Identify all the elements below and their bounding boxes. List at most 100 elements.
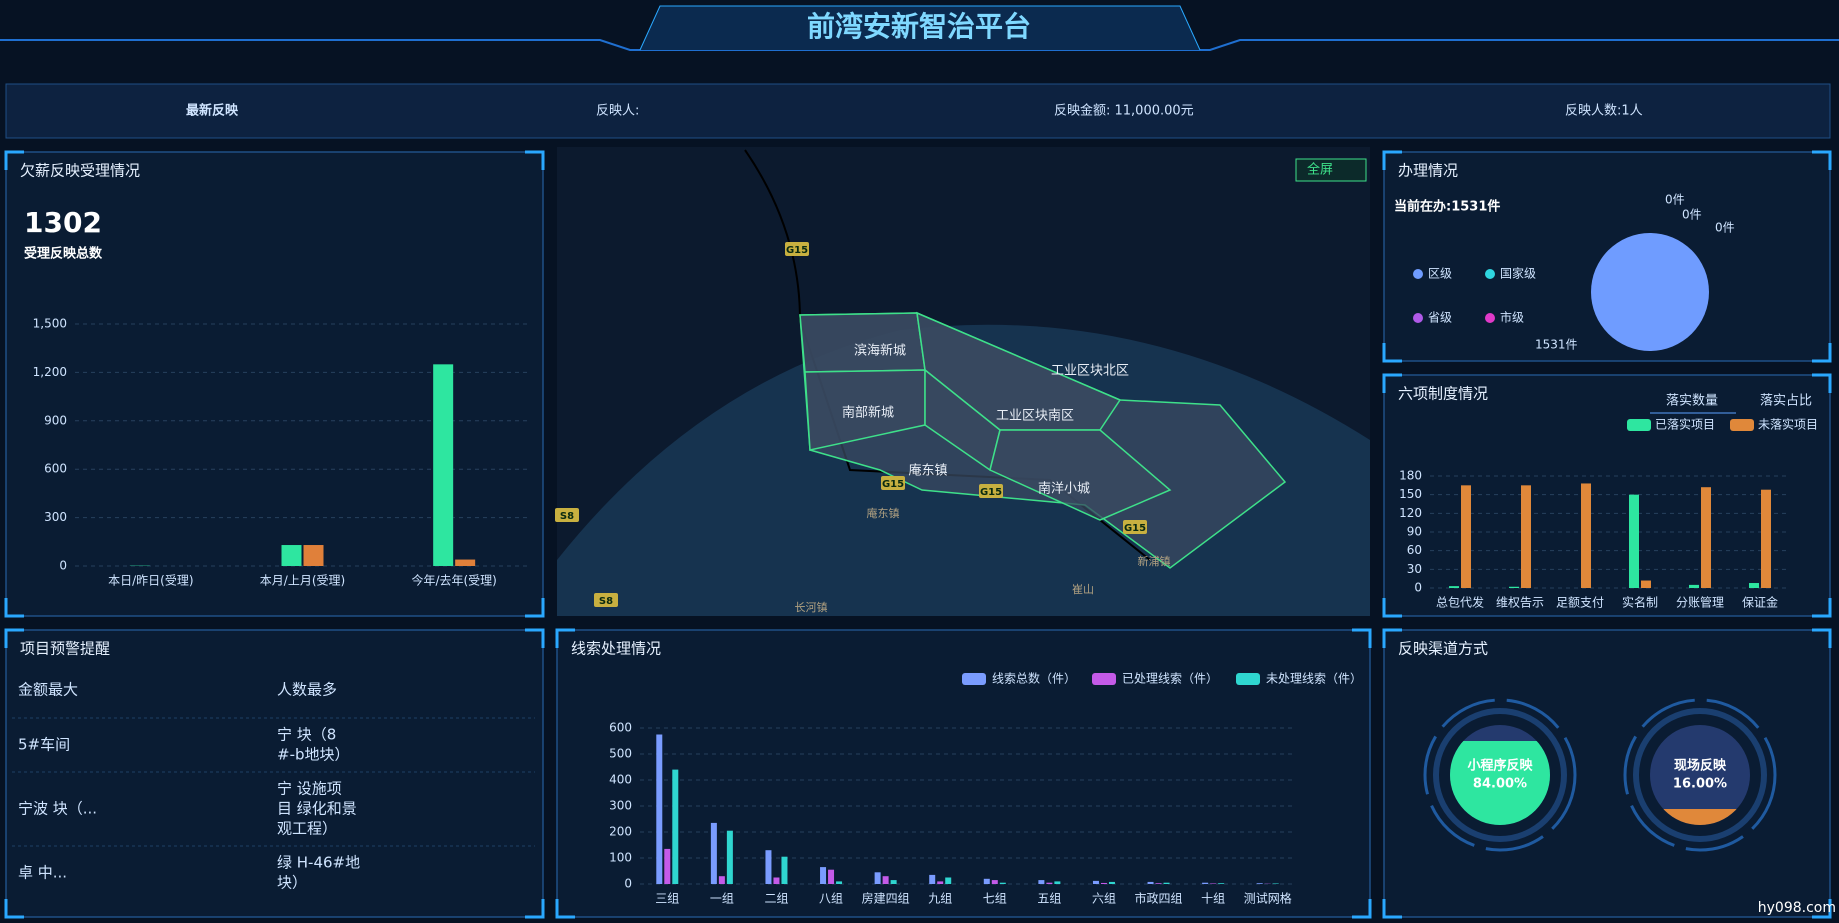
- pie-slice: [1591, 233, 1709, 351]
- table-cell: 块）: [277, 874, 307, 892]
- place-label: 新浦镇: [1138, 554, 1171, 568]
- x-tick-label: 三组: [655, 892, 679, 906]
- road-badge: [594, 593, 618, 607]
- legend-swatch: [1236, 673, 1260, 685]
- table-cell: 宁 块（8: [277, 726, 336, 744]
- bar: [1054, 881, 1061, 884]
- value-label: 0件: [1715, 221, 1735, 235]
- legend-label: 已处理线索（件）: [1122, 672, 1218, 686]
- legend-label: 省级: [1428, 311, 1452, 325]
- bar: [1581, 483, 1591, 588]
- legend-swatch: [1627, 419, 1651, 431]
- bar: [1689, 584, 1699, 588]
- bar: [1641, 580, 1651, 588]
- y-tick-label: 300: [44, 510, 67, 524]
- panel-corner: [4, 628, 545, 919]
- bar: [281, 545, 302, 566]
- bar: [820, 867, 827, 884]
- legend-label: 线索总数（件）: [992, 671, 1076, 686]
- table-cell: 绿 H-46#地: [277, 854, 360, 872]
- area-label: 南部新城: [842, 405, 894, 421]
- road-badge: [979, 484, 1003, 498]
- road-label: G15: [786, 245, 808, 256]
- place-label: 崔山: [1072, 582, 1094, 596]
- x-tick-label: 保证金: [1742, 595, 1778, 610]
- x-tick-label: 本日/昨日(受理): [108, 574, 193, 588]
- x-tick-label: 六组: [1092, 892, 1116, 906]
- y-tick-label: 300: [609, 799, 632, 813]
- y-tick-label: 500: [609, 747, 632, 761]
- place-label: 长河镇: [795, 600, 828, 614]
- bar: [991, 880, 998, 884]
- y-tick-label: 180: [1399, 469, 1422, 483]
- table-cell: 5#车间: [18, 736, 70, 754]
- panel-corner: [1382, 373, 1832, 618]
- map-zone[interactable]: [799, 312, 926, 373]
- gauge-ring: [1623, 698, 1777, 852]
- bar: [303, 545, 324, 566]
- y-tick-label: 60: [1407, 543, 1422, 557]
- gauge-ring: [1423, 698, 1577, 852]
- bar: [1449, 586, 1459, 588]
- gauge-ring: [1433, 708, 1567, 842]
- panel: [1383, 374, 1831, 617]
- table-cell: 宁波 块（...: [18, 800, 97, 818]
- legend-dot: [1413, 269, 1423, 279]
- legend-label: 已落实项目: [1655, 417, 1715, 432]
- legend-label: 未落实项目: [1758, 417, 1818, 432]
- legend-dot: [1485, 313, 1495, 323]
- legend-label: 未处理线索（件）: [1266, 672, 1362, 686]
- bar: [828, 869, 835, 884]
- area-label: 工业区块北区: [1051, 364, 1129, 379]
- gauge-label: 小程序反映: [1467, 758, 1533, 774]
- y-tick-label: 30: [1407, 562, 1422, 576]
- x-tick-label: 七组: [983, 892, 1007, 906]
- road-label: S8: [599, 596, 613, 607]
- bar: [726, 830, 733, 884]
- gauge-ring: [1633, 708, 1767, 842]
- x-tick-label: 实名制: [1622, 595, 1658, 610]
- bar: [1038, 880, 1045, 884]
- panel-title: 线索处理情况: [571, 640, 661, 658]
- road-badge: [881, 476, 905, 490]
- panel-corner: [1382, 628, 1832, 919]
- table-header: 人数最多: [277, 681, 337, 699]
- table-cell: 目 绿化和景: [277, 800, 357, 818]
- map-zone[interactable]: [989, 429, 1172, 521]
- legend-label: 国家级: [1500, 266, 1536, 281]
- panel-title: 欠薪反映受理情况: [20, 162, 140, 180]
- table-header: 金额最大: [18, 681, 78, 699]
- y-tick-label: 0: [1414, 581, 1422, 595]
- legend-swatch: [1092, 673, 1116, 685]
- x-tick-label: 九组: [928, 892, 952, 906]
- total-label: 受理反映总数: [24, 246, 103, 262]
- bar: [1749, 583, 1759, 588]
- road-badge: [1123, 520, 1147, 534]
- bar: [1210, 883, 1217, 884]
- fullscreen-label[interactable]: 全屏: [1307, 162, 1333, 178]
- bar: [1046, 882, 1053, 884]
- header-plate: [639, 5, 1201, 51]
- x-tick-label: 一组: [710, 892, 734, 906]
- ticker-count: 反映人数:1人: [1565, 104, 1643, 119]
- watermark: hy098.com: [1758, 900, 1836, 916]
- y-tick-label: 1,500: [33, 317, 67, 331]
- panel-corner: [4, 150, 545, 618]
- bar: [1163, 882, 1170, 884]
- bar: [656, 734, 663, 884]
- panel: [5, 629, 544, 918]
- legend-dot: [1413, 313, 1423, 323]
- map: 全屏: [557, 147, 1370, 616]
- fullscreen-button[interactable]: [1295, 158, 1367, 182]
- y-tick-label: 0: [624, 877, 632, 891]
- bar: [836, 881, 843, 884]
- x-tick-label: 测试网格: [1244, 891, 1292, 906]
- ticker-bar: [5, 83, 1831, 139]
- road-label: G15: [1124, 523, 1146, 534]
- value-label: 0件: [1665, 193, 1685, 207]
- tab: 落实数量: [1666, 394, 1718, 409]
- panel-corner: [1382, 150, 1832, 363]
- ticker-amount: 反映金额: 11,000.00元: [1054, 103, 1194, 119]
- table-cell: 观工程）: [277, 820, 337, 838]
- bar: [1108, 881, 1115, 884]
